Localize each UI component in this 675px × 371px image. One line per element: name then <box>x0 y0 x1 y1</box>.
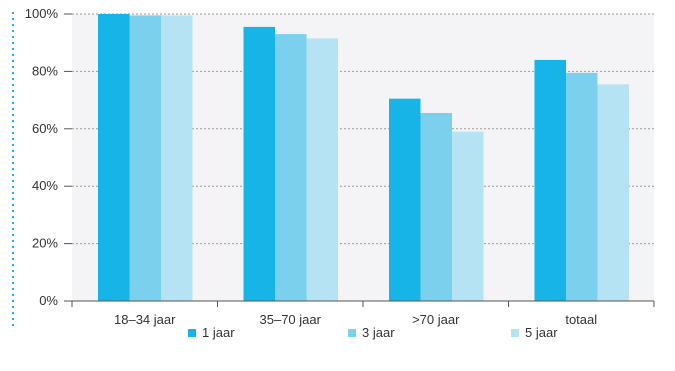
legend: 1 jaar 3 jaar 5 jaar <box>0 325 675 349</box>
legend-swatch <box>188 328 196 337</box>
y-tick-label: 100% <box>25 6 59 21</box>
legend-item-series-1: 1 jaar <box>188 325 235 340</box>
legend-item-series-3: 5 jaar <box>511 325 558 340</box>
bars <box>98 14 629 302</box>
bar <box>306 38 338 302</box>
bar <box>129 15 161 302</box>
y-tick-label: 0% <box>39 293 58 308</box>
bar <box>161 15 193 302</box>
bar <box>534 59 566 301</box>
x-tick-label: 35–70 jaar <box>260 312 322 327</box>
tick-labels: 0% 20% 40% 60% 80% 100% 18–34 jaar 35–70 jaar >7… <box>25 6 598 327</box>
y-tick-label: 40% <box>32 178 58 193</box>
bar <box>566 72 598 302</box>
legend-label: 1 jaar <box>202 325 235 340</box>
y-tick-label: 60% <box>32 121 58 136</box>
bar <box>452 131 484 301</box>
bar <box>98 14 130 301</box>
x-tick-label: >70 jaar <box>412 312 460 327</box>
bar <box>420 113 452 301</box>
x-tick-label: 18–34 jaar <box>114 312 176 327</box>
legend-label: 3 jaar <box>362 325 395 340</box>
y-tick-label: 80% <box>32 63 58 78</box>
bar <box>243 26 275 301</box>
bar <box>275 34 307 302</box>
bar <box>597 84 629 301</box>
legend-label: 5 jaar <box>525 325 558 340</box>
legend-swatch <box>511 328 519 337</box>
axes <box>64 13 655 307</box>
y-tick-label: 20% <box>32 236 58 251</box>
bar <box>389 98 421 301</box>
legend-swatch <box>348 328 356 337</box>
x-tick-label: totaal <box>565 312 597 327</box>
legend-item-series-2: 3 jaar <box>348 325 395 340</box>
